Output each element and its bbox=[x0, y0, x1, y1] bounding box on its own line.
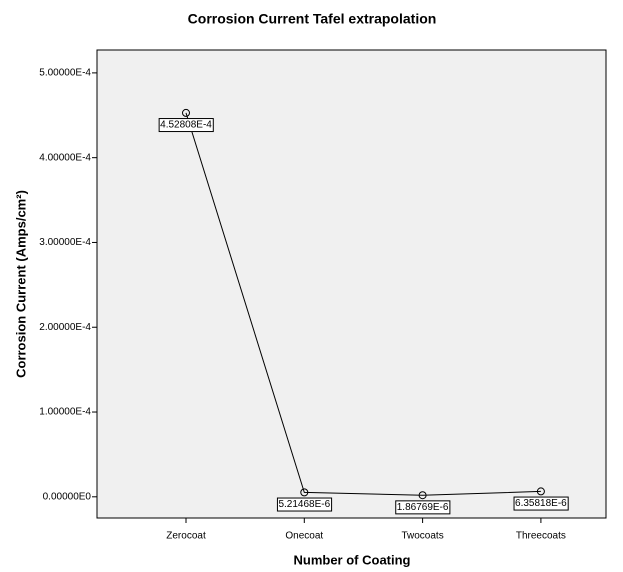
x-tick-label: Threecoats bbox=[516, 531, 566, 542]
value-label: 4.52808E-4 bbox=[160, 120, 212, 131]
value-label-box bbox=[513, 496, 569, 511]
value-label-box bbox=[395, 500, 451, 515]
point bbox=[418, 491, 427, 500]
y-tick-label: 5.00000E-4 bbox=[39, 68, 91, 79]
y-tick-label: 2.00000E-4 bbox=[39, 322, 91, 333]
y-tick-label: 4.00000E-4 bbox=[39, 152, 91, 163]
x-tick-label: Twocoats bbox=[401, 531, 443, 542]
line bbox=[185, 112, 541, 496]
value-label: 1.86769E-6 bbox=[397, 502, 449, 513]
y-tick-label: 3.00000E-4 bbox=[39, 237, 91, 248]
x-tick-label: Zerocoat bbox=[166, 531, 206, 542]
x-axis-title: Number of Coating bbox=[294, 552, 411, 567]
value-label-box bbox=[158, 118, 214, 133]
value-label-box bbox=[276, 497, 333, 512]
point bbox=[536, 487, 545, 496]
y-tick-label: 0.00000E0 bbox=[43, 491, 92, 502]
y-tick-label: 1.00000E-4 bbox=[39, 407, 91, 418]
y-axis-title: Corrosion Current (Amps/cm²) bbox=[13, 190, 28, 378]
value-label: 5.21468E-6 bbox=[278, 499, 330, 510]
chart-title: Corrosion Current Tafel extrapolation bbox=[188, 11, 437, 27]
x-tick-label: Onecoat bbox=[285, 531, 323, 542]
value-label: 6.35818E-6 bbox=[515, 498, 567, 509]
point bbox=[300, 488, 309, 497]
point bbox=[182, 108, 190, 117]
